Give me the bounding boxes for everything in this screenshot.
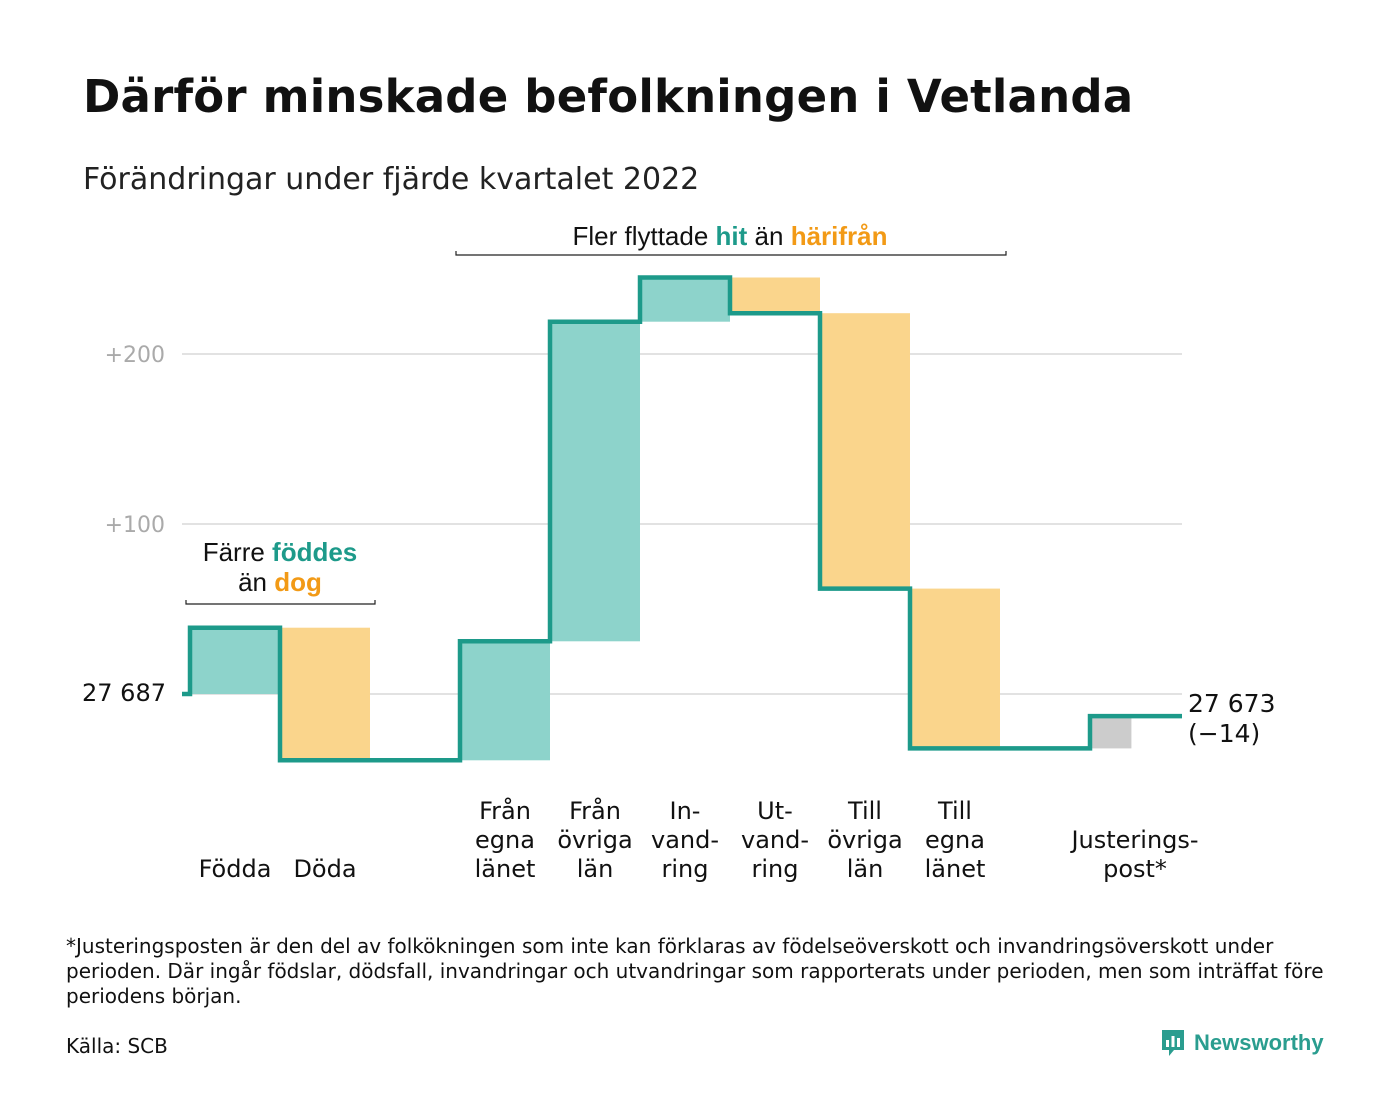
bar-Tillegnalänet — [910, 588, 1000, 749]
bar-Ut-vand-ring — [730, 277, 820, 314]
category-label: Från övriga län — [557, 796, 632, 883]
end-value-label: 27 673 — [1188, 689, 1275, 718]
category-label: Till egna länet — [925, 797, 986, 883]
category-label: Ut-vand-ring — [741, 797, 809, 883]
bar-Födda — [190, 627, 280, 694]
source-label: Källa: SCB — [66, 1034, 168, 1058]
bar-Tillövrigalän — [820, 313, 910, 589]
newsworthy-logo-icon — [1160, 1028, 1186, 1058]
bar-Justerings-post* — [1090, 716, 1132, 749]
category-label: Till övriga län — [827, 797, 902, 883]
step-line — [182, 275, 1182, 763]
annotation-births-bracket — [185, 600, 376, 605]
footnote: *Justeringsposten är den del av folkökni… — [66, 934, 1324, 1008]
category-label: Födda — [199, 855, 272, 883]
annotation-migration: Fler flyttade hit än härifrån — [572, 221, 887, 251]
category-label: In-vand-ring — [651, 797, 719, 883]
start-value-label: 27 687 — [82, 679, 166, 707]
bar-In-vand-ring — [640, 277, 730, 322]
annotation-births-line2: än dog — [238, 567, 322, 597]
annotation-births-line1: Färre föddes — [203, 537, 358, 567]
page-title: Därför minskade befolkningen i Vetlanda — [83, 70, 1134, 123]
brand-name: Newsworthy — [1194, 1030, 1324, 1055]
page-subtitle: Förändringar under fjärde kvartalet 2022 — [83, 162, 700, 197]
end-change-label: (−14) — [1188, 719, 1260, 748]
category-label: Från egna länet — [475, 796, 536, 883]
bar-Frånegnalänet — [460, 641, 550, 761]
annotation-migration-bracket — [455, 251, 1007, 256]
y-tick-label: +100 — [105, 513, 165, 538]
category-label: Döda — [293, 855, 356, 883]
bar-Frånövrigalän — [550, 321, 640, 642]
bar-Döda — [280, 627, 370, 761]
brand-logo: Newsworthy — [1160, 1028, 1324, 1058]
category-label: Justerings-post* — [1069, 826, 1198, 883]
y-tick-label: +200 — [105, 343, 165, 368]
